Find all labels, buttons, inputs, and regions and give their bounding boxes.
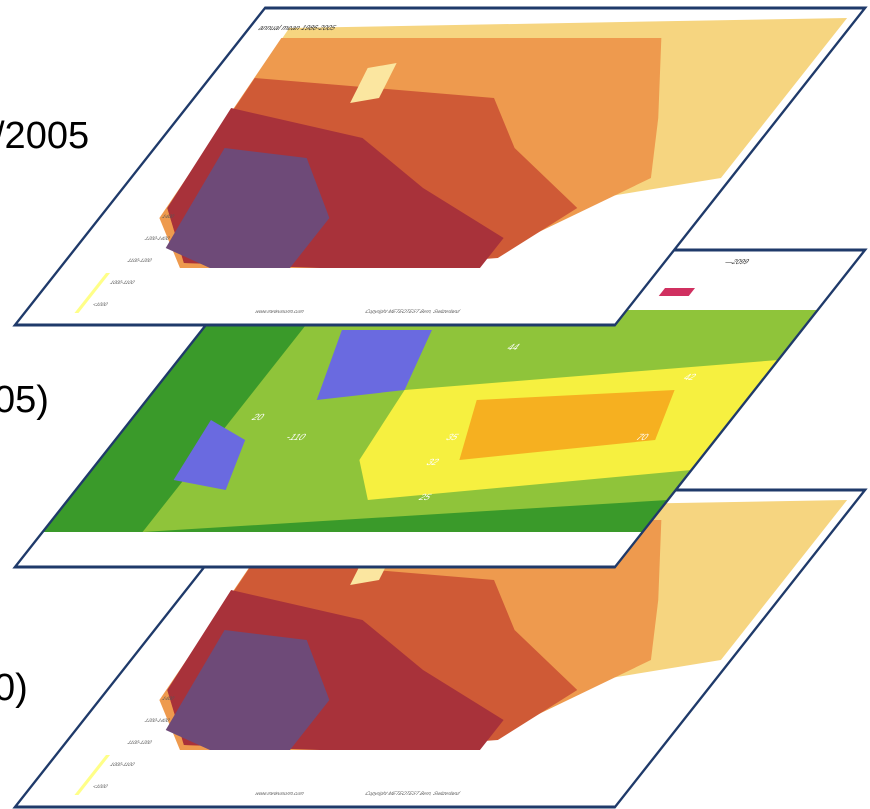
legend-label: 1000-1100 xyxy=(108,281,136,286)
footer: www.meteonorm.com xyxy=(252,310,305,315)
legend-label: 1000-1100 xyxy=(108,763,136,768)
side-label: 05) xyxy=(0,379,49,421)
color-key xyxy=(659,288,695,296)
footer: Copyright METEOTEST Bern, Switzerland xyxy=(363,310,461,315)
below-map xyxy=(15,270,658,325)
map-layers: 14001200-14001100-12001000-1100<1000www.… xyxy=(15,8,865,807)
below-map xyxy=(15,752,658,807)
legend-label: 1100-1200 xyxy=(125,741,153,746)
legend-label: 1100-1200 xyxy=(125,259,153,264)
side-label: /2005 xyxy=(0,115,89,157)
map-title: annual mean 1986-2005 xyxy=(256,24,338,32)
legend-label: 1200-1400 xyxy=(143,719,171,724)
footer: www.meteonorm.com xyxy=(252,792,305,797)
legend-label: 1200-1400 xyxy=(143,237,171,242)
footer: Copyright METEOTEST Bern, Switzerland xyxy=(363,792,461,797)
side-label: 0) xyxy=(0,667,28,709)
slide-figure: /2005 05) 0) 14001200-14001100-12001000-… xyxy=(0,0,870,809)
